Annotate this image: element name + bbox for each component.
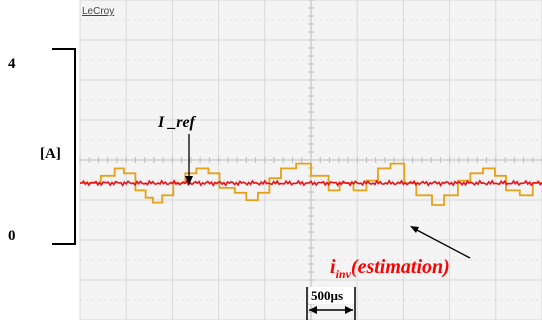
y-scale-bracket [52, 48, 76, 245]
y-tick-label: 4 [8, 56, 16, 72]
time-scale-label: 500µs [311, 288, 343, 303]
estimation-label-rest: (estimation) [351, 256, 450, 278]
center-axes [79, 0, 542, 320]
y-unit-label: [A] [40, 146, 61, 162]
time-scale-arrow-head-right [345, 306, 353, 314]
estimation-label: iinv(estimation) [330, 256, 450, 281]
iref-arrow-head [185, 176, 193, 185]
estimation-label-main: i [330, 256, 336, 278]
estimation-label-sub: inv [336, 267, 352, 281]
time-scale-arrow-head-left [309, 306, 317, 314]
series-group [79, 162, 542, 206]
series-estimation [80, 162, 542, 206]
brand-label: LeCroy [82, 6, 114, 17]
estimation-arrow [412, 227, 471, 259]
y-tick-label: 0 [8, 228, 16, 244]
series-reference [79, 179, 542, 187]
estimation-arrow-head [410, 226, 419, 233]
time-scale-label-bg [309, 287, 355, 304]
iref-label: I _ref [157, 114, 197, 131]
